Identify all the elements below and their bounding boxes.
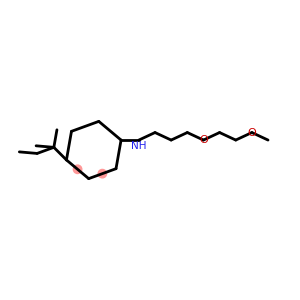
Text: O: O — [199, 135, 208, 145]
Text: NH: NH — [131, 141, 147, 151]
Circle shape — [74, 165, 82, 173]
Circle shape — [98, 169, 106, 178]
Text: O: O — [248, 128, 256, 137]
